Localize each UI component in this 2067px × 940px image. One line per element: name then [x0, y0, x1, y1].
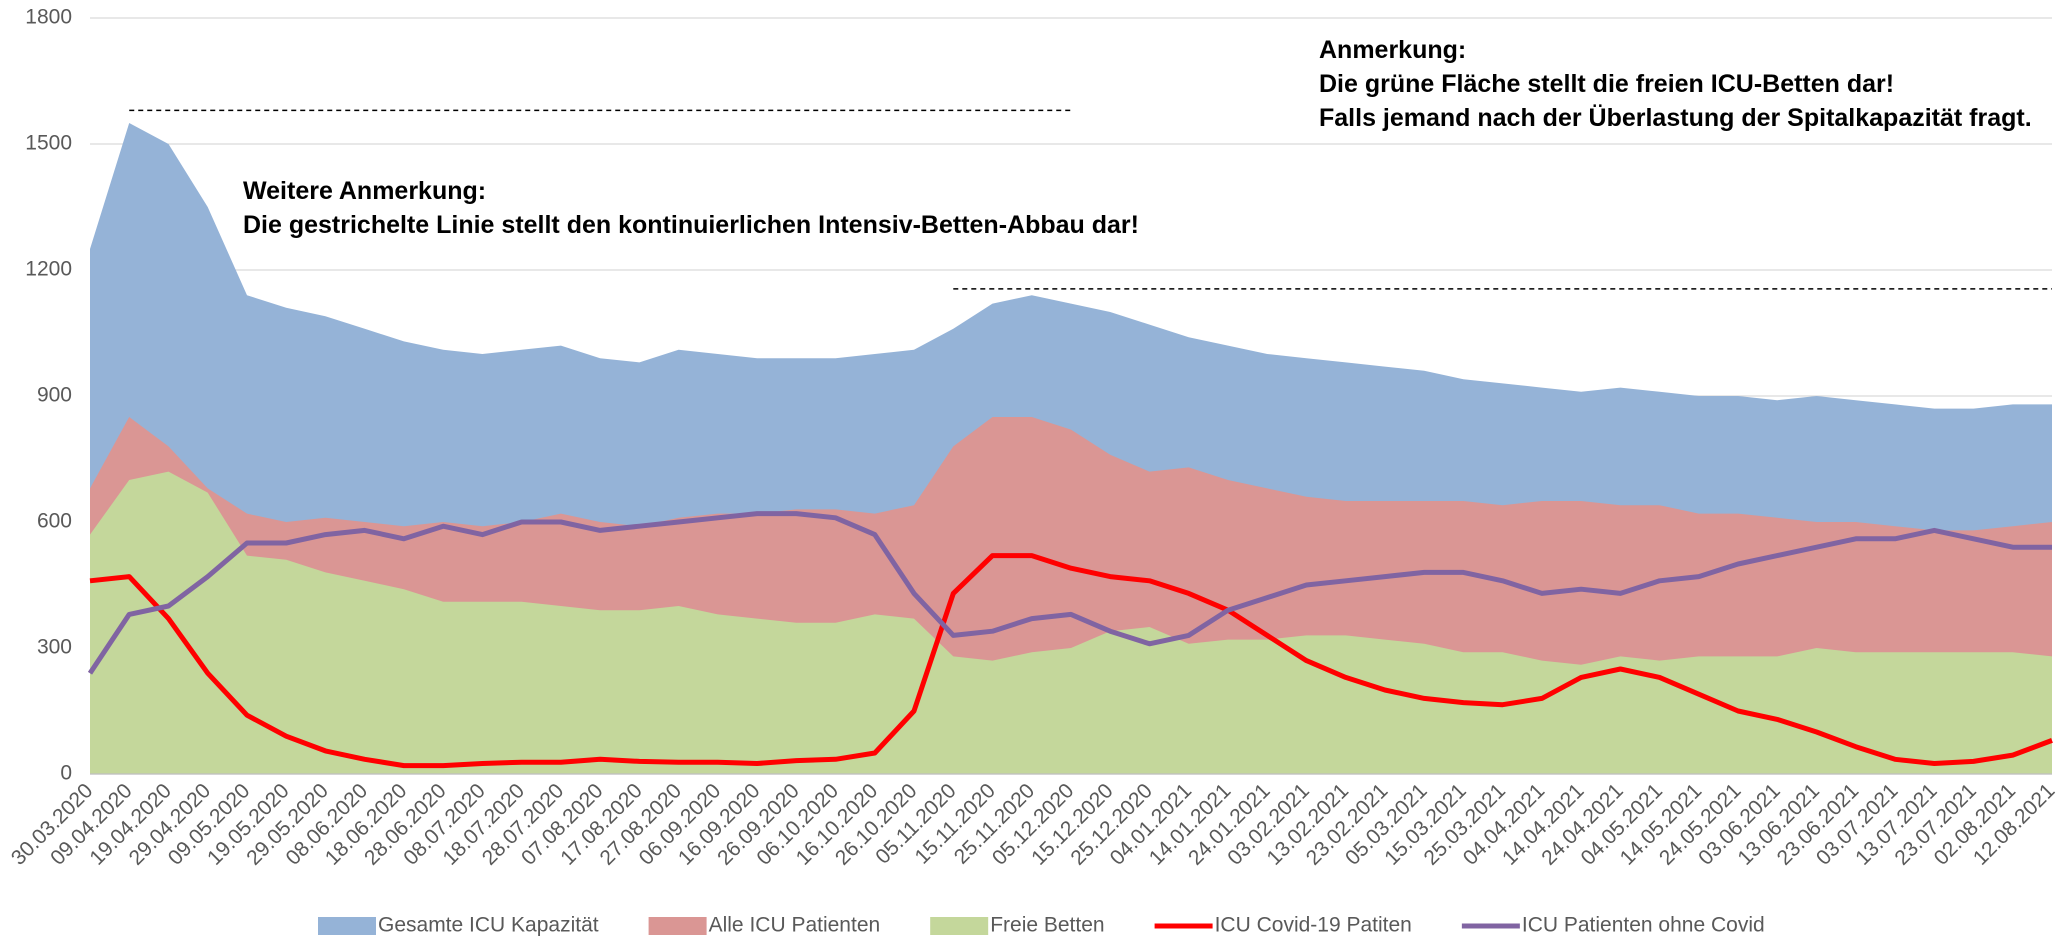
- y-tick-label: 300: [37, 636, 72, 659]
- y-tick-label: 0: [60, 762, 72, 785]
- annotation: Weitere Anmerkung:: [243, 177, 486, 205]
- annotation: Die gestrichelte Linie stellt den kontin…: [243, 211, 1139, 239]
- legend-swatch: [930, 917, 989, 935]
- area: [90, 471, 2052, 774]
- legend-label: Alle ICU Patienten: [709, 914, 881, 937]
- y-tick-label: 1800: [25, 6, 72, 29]
- legend-label: Gesamte ICU Kapazität: [378, 914, 599, 937]
- legend-label: Freie Betten: [990, 914, 1104, 937]
- y-tick-label: 900: [37, 384, 72, 407]
- legend-label: ICU Patienten ohne Covid: [1522, 914, 1765, 937]
- line: [89, 553, 2053, 769]
- line: [87, 511, 2052, 675]
- annotation: Anmerkung:: [1319, 36, 1466, 64]
- legend-swatch: [318, 917, 376, 935]
- annotation: Die grüne Fläche stellt die freien ICU-B…: [1319, 70, 1894, 98]
- y-tick-label: 600: [37, 510, 72, 533]
- y-tick-label: 1200: [25, 258, 72, 281]
- annotation: Falls jemand nach der Überlastung der Sp…: [1319, 103, 2032, 132]
- y-tick-label: 1500: [25, 132, 72, 155]
- legend-label: ICU Covid-19 Patiten: [1215, 914, 1412, 937]
- legend-swatch: [648, 917, 707, 935]
